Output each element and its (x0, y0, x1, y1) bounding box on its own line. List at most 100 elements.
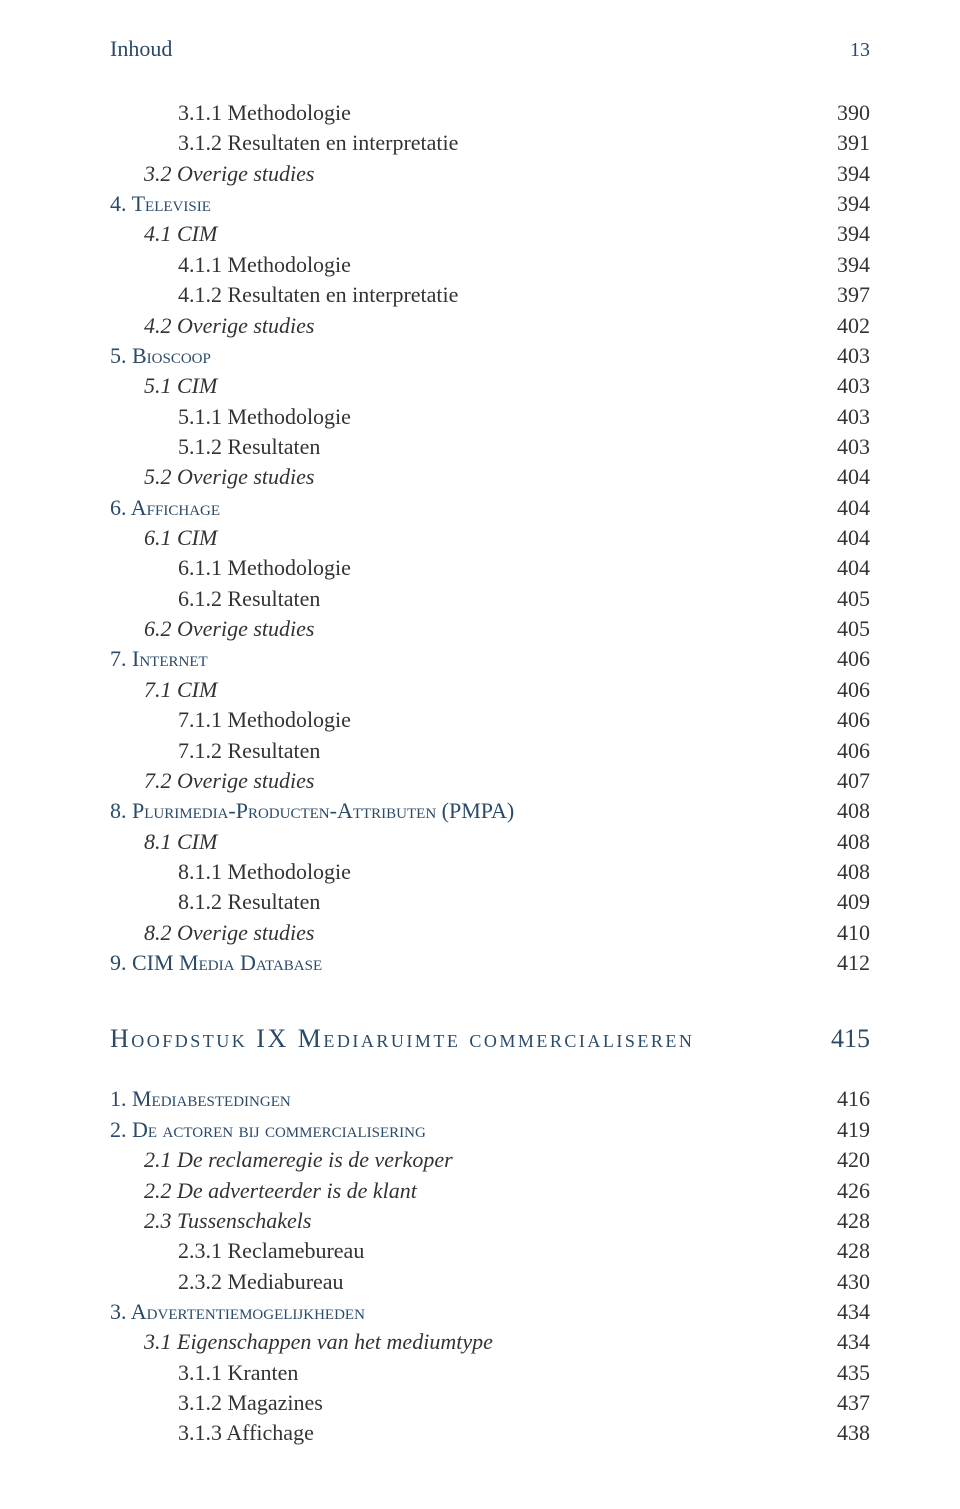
toc-block-2: 1. Mediabestedingen4162. De actoren bij … (110, 1084, 870, 1448)
chapter-heading-row: Hoofdstuk IX Mediaruimte commercialisere… (110, 1024, 870, 1054)
toc-label: 2.3.1 Reclamebureau (110, 1236, 825, 1266)
toc-page: 428 (825, 1236, 870, 1266)
toc-row: 4.1 CIM394 (110, 219, 870, 249)
toc-label: 9. CIM Media Database (110, 948, 825, 978)
toc-row: 3.1.3 Affichage438 (110, 1418, 870, 1448)
toc-row: 9. CIM Media Database412 (110, 948, 870, 978)
toc-label: 5. Bioscoop (110, 341, 825, 371)
toc-label: 5.1.2 Resultaten (110, 432, 825, 462)
toc-page: 407 (825, 766, 870, 796)
toc-label: 3.1.3 Affichage (110, 1418, 825, 1448)
toc-page: 412 (825, 948, 870, 978)
toc-row: 4.1.2 Resultaten en interpretatie397 (110, 280, 870, 310)
toc-page: 410 (825, 918, 870, 948)
toc-row: 2.2 De adverteerder is de klant426 (110, 1176, 870, 1206)
toc-page: 426 (825, 1176, 870, 1206)
toc-page: 390 (825, 98, 870, 128)
toc-page: 391 (825, 128, 870, 158)
toc-label: 3.2 Overige studies (110, 159, 825, 189)
toc-row: 5.1.1 Methodologie403 (110, 402, 870, 432)
toc-row: 4.2 Overige studies402 (110, 311, 870, 341)
toc-label: 3.1.1 Methodologie (110, 98, 825, 128)
toc-label: 3.1 Eigenschappen van het mediumtype (110, 1327, 825, 1357)
toc-page: 397 (825, 280, 870, 310)
toc-label: 5.2 Overige studies (110, 462, 825, 492)
toc-label: 6.1.2 Resultaten (110, 584, 825, 614)
toc-label: 4. Televisie (110, 189, 825, 219)
toc-row: 5.1.2 Resultaten403 (110, 432, 870, 462)
toc-label: 4.1.2 Resultaten en interpretatie (110, 280, 825, 310)
toc-page: 416 (825, 1084, 870, 1114)
toc-row: 8. Plurimedia-Producten-Attributen (PMPA… (110, 796, 870, 826)
toc-page: 434 (825, 1297, 870, 1327)
toc-page: 403 (825, 341, 870, 371)
toc-label: 4.1 CIM (110, 219, 825, 249)
toc-page: 394 (825, 219, 870, 249)
toc-row: 7.2 Overige studies407 (110, 766, 870, 796)
toc-label: 2. De actoren bij commercialisering (110, 1115, 825, 1145)
toc-row: 5.1 CIM403 (110, 371, 870, 401)
toc-label: 6. Affichage (110, 493, 825, 523)
page: Inhoud 13 3.1.1 Methodologie3903.1.2 Res… (0, 0, 960, 1509)
chapter-heading-label: Hoofdstuk IX Mediaruimte commercialisere… (110, 1024, 694, 1054)
toc-row: 7.1 CIM406 (110, 675, 870, 705)
toc-row: 5.2 Overige studies404 (110, 462, 870, 492)
toc-row: 6.2 Overige studies405 (110, 614, 870, 644)
toc-page: 394 (825, 159, 870, 189)
toc-label: 4.1.1 Methodologie (110, 250, 825, 280)
toc-page: 405 (825, 584, 870, 614)
toc-row: 8.1.1 Methodologie408 (110, 857, 870, 887)
toc-row: 7. Internet406 (110, 644, 870, 674)
toc-label: 7.1.1 Methodologie (110, 705, 825, 735)
toc-label: 5.1.1 Methodologie (110, 402, 825, 432)
toc-row: 8.1.2 Resultaten409 (110, 887, 870, 917)
toc-page: 435 (825, 1358, 870, 1388)
toc-label: 2.3.2 Mediabureau (110, 1267, 825, 1297)
toc-page: 394 (825, 250, 870, 280)
toc-row: 2.3.2 Mediabureau430 (110, 1267, 870, 1297)
toc-row: 2.3.1 Reclamebureau428 (110, 1236, 870, 1266)
toc-row: 3.1.1 Methodologie390 (110, 98, 870, 128)
toc-page: 408 (825, 827, 870, 857)
toc-page: 403 (825, 432, 870, 462)
toc-label: 5.1 CIM (110, 371, 825, 401)
toc-row: 6.1 CIM404 (110, 523, 870, 553)
toc-label: 4.2 Overige studies (110, 311, 825, 341)
header-page-number: 13 (850, 39, 870, 62)
toc-page: 403 (825, 371, 870, 401)
toc-label: 3.1.2 Magazines (110, 1388, 825, 1418)
toc-row: 6.1.2 Resultaten405 (110, 584, 870, 614)
toc-page: 438 (825, 1418, 870, 1448)
toc-row: 3. Advertentiemogelijkheden434 (110, 1297, 870, 1327)
toc-page: 419 (825, 1115, 870, 1145)
toc-page: 404 (825, 523, 870, 553)
toc-page: 406 (825, 644, 870, 674)
toc-row: 7.1.2 Resultaten406 (110, 736, 870, 766)
toc-label: 2.1 De reclameregie is de verkoper (110, 1145, 825, 1175)
toc-row: 6. Affichage404 (110, 493, 870, 523)
toc-label: 8.2 Overige studies (110, 918, 825, 948)
toc-label: 3.1.1 Kranten (110, 1358, 825, 1388)
toc-label: 8.1.2 Resultaten (110, 887, 825, 917)
toc-label: 2.2 De adverteerder is de klant (110, 1176, 825, 1206)
toc-label: 6.1 CIM (110, 523, 825, 553)
toc-row: 3.1.2 Magazines437 (110, 1388, 870, 1418)
toc-label: 3.1.2 Resultaten en interpretatie (110, 128, 825, 158)
toc-row: 7.1.1 Methodologie406 (110, 705, 870, 735)
toc-label: 7.1.2 Resultaten (110, 736, 825, 766)
chapter-heading-page: 415 (831, 1024, 870, 1054)
toc-page: 405 (825, 614, 870, 644)
toc-page: 437 (825, 1388, 870, 1418)
toc-row: 4.1.1 Methodologie394 (110, 250, 870, 280)
toc-row: 3.2 Overige studies394 (110, 159, 870, 189)
toc-label: 7.1 CIM (110, 675, 825, 705)
toc-page: 403 (825, 402, 870, 432)
toc-row: 1. Mediabestedingen416 (110, 1084, 870, 1114)
toc-label: 6.2 Overige studies (110, 614, 825, 644)
toc-label: 7. Internet (110, 644, 825, 674)
toc-page: 408 (825, 796, 870, 826)
toc-page: 404 (825, 493, 870, 523)
toc-row: 4. Televisie394 (110, 189, 870, 219)
toc-page: 434 (825, 1327, 870, 1357)
toc-row: 6.1.1 Methodologie404 (110, 553, 870, 583)
